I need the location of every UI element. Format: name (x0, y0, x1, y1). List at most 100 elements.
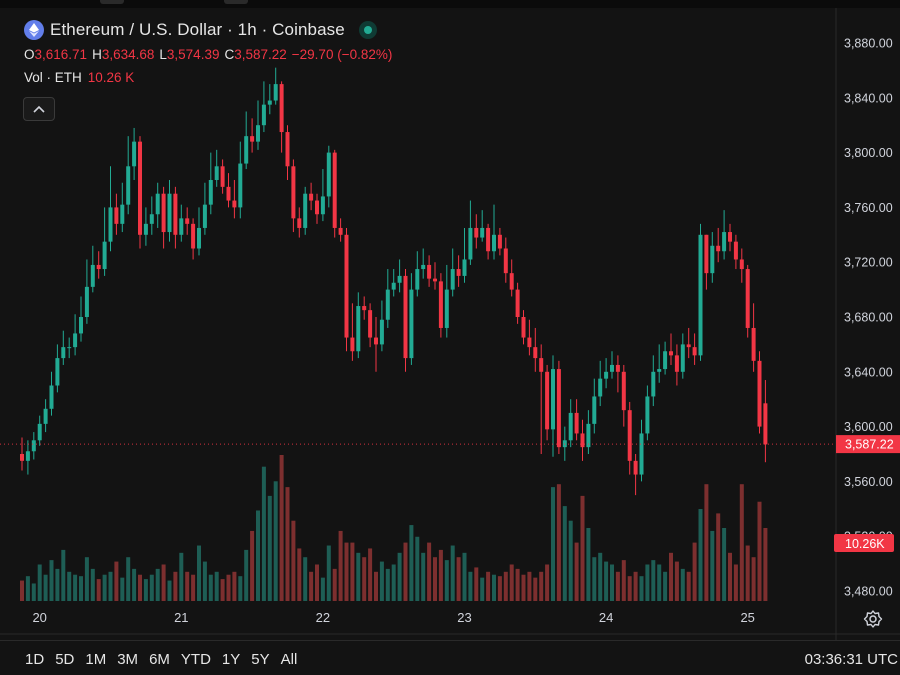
candle-body (657, 369, 662, 372)
candle-body (751, 327, 756, 361)
candle-body (31, 440, 36, 452)
volume-bar (610, 564, 614, 601)
range-button-5y[interactable]: 5Y (251, 651, 270, 668)
candle-body (633, 460, 638, 475)
range-button-6m[interactable]: 6M (149, 651, 170, 668)
candle-body (55, 358, 60, 386)
candle-body (297, 218, 302, 228)
volume-bar (309, 571, 314, 601)
candle-body (739, 259, 744, 270)
range-button-5d[interactable]: 5D (55, 651, 75, 668)
candle-body (208, 180, 213, 205)
volume-bar (763, 528, 768, 601)
collapse-legend-button[interactable] (23, 97, 55, 121)
candle-body (362, 306, 367, 311)
range-button-ytd[interactable]: YTD (180, 651, 211, 668)
candle-body (533, 347, 538, 359)
candle-body (61, 347, 66, 359)
symbol-title[interactable]: Ethereum / U.S. Dollar · 1h · Coinbase (50, 20, 345, 39)
volume-bar (651, 560, 656, 601)
last-volume-label: 10.26K (845, 537, 885, 551)
range-button-all[interactable]: All (280, 651, 298, 668)
volume-bar (497, 576, 502, 601)
candle-body (73, 333, 78, 348)
volume-bar (320, 577, 325, 601)
volume-bar (674, 561, 679, 601)
volume-legend: Vol · ETH 10.26 K (24, 67, 397, 87)
volume-bar (338, 530, 343, 601)
candle-body (615, 364, 620, 372)
utc-clock[interactable]: 03:36:31 UTC (804, 651, 898, 668)
candle-body (173, 193, 178, 235)
volume-bar (574, 542, 579, 601)
high-value: 3,634.68 (101, 46, 155, 62)
last-volume-tag (834, 534, 894, 552)
gear-icon[interactable] (862, 608, 884, 630)
price-tick-label: 3,720.00 (844, 256, 893, 270)
candle-body (132, 141, 137, 167)
candle-body (161, 193, 166, 233)
volume-value: 10.26 K (87, 69, 135, 85)
range-button-1m[interactable]: 1M (85, 651, 107, 668)
volume-bar (456, 557, 461, 601)
candle-body (551, 369, 555, 430)
volume-label[interactable]: Vol · ETH (24, 69, 82, 85)
volume-bar (556, 484, 561, 601)
volume-bar (108, 571, 113, 601)
volume-bar (261, 466, 266, 601)
volume-bar (344, 542, 349, 601)
volume-bar (545, 564, 550, 601)
volume-bar (214, 571, 219, 601)
price-tick-label: 3,480.00 (844, 585, 893, 599)
ethereum-logo-icon (24, 20, 44, 40)
candle-body (114, 207, 119, 224)
volume-bar (657, 564, 662, 601)
volume-bar (551, 487, 555, 601)
candle-body (250, 136, 255, 142)
candle-body (67, 347, 72, 349)
volume-bar (250, 530, 255, 601)
candle-body (20, 454, 24, 461)
range-button-1y[interactable]: 1Y (221, 651, 241, 668)
close-label: C (224, 46, 235, 62)
candle-body (497, 234, 502, 249)
tab-handle (224, 0, 248, 4)
candle-body (669, 351, 673, 356)
ohlc-values: O 3,616.71 H 3,634.68 L 3,574.39 C 3,587.22 … (24, 44, 397, 64)
candle-body (214, 166, 219, 180)
volume-bar (368, 548, 373, 601)
candle-body (421, 264, 426, 270)
candle-body (586, 423, 591, 448)
volume-bar (397, 552, 402, 601)
volume-bar (79, 576, 83, 601)
candle-body (261, 104, 266, 126)
volume-bar (167, 580, 172, 601)
open-value: 3,616.71 (34, 46, 88, 62)
high-label: H (92, 46, 102, 62)
candle-body (244, 136, 249, 164)
volume-bar (462, 552, 467, 601)
range-button-3m[interactable]: 3M (117, 651, 139, 668)
volume-bar (285, 487, 290, 601)
top-strip (0, 0, 900, 8)
volume-bar (61, 549, 66, 601)
candle-body (309, 193, 314, 201)
low-value: 3,574.39 (166, 46, 220, 62)
candle-body (704, 234, 709, 274)
candle-body (202, 204, 207, 228)
price-tick-label: 3,560.00 (844, 475, 893, 489)
candle-body (138, 141, 142, 235)
range-button-1d[interactable]: 1D (25, 651, 45, 668)
volume-bar (492, 574, 496, 601)
candle-body (710, 245, 715, 274)
candle-body (444, 289, 449, 328)
volume-bar (73, 574, 78, 601)
price-chart[interactable]: 3,480.003,520.003,560.003,600.003,640.00… (0, 0, 900, 640)
volume-bar (185, 571, 190, 601)
price-tick-label: 3,680.00 (844, 311, 893, 325)
date-tick-label: 22 (316, 610, 330, 625)
market-open-dot-icon[interactable] (358, 21, 377, 39)
volume-bar (403, 542, 408, 601)
candle-body (350, 337, 355, 352)
volume-bar (31, 583, 36, 601)
